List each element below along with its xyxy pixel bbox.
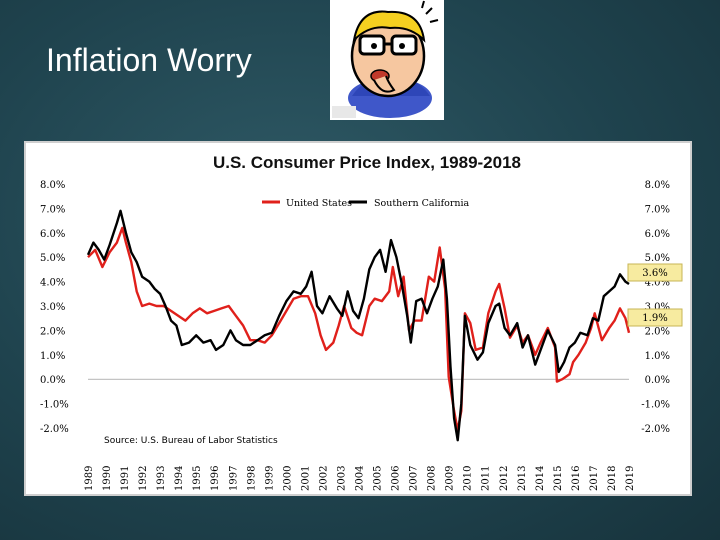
x-tick: 1989 [84, 466, 95, 491]
y-tick-left: 3.0% [40, 302, 65, 313]
x-tick: 1994 [174, 466, 185, 491]
callout-1-9: 1.9% [627, 308, 683, 327]
series-line-southern-california [86, 209, 630, 442]
callout-socal-value: 1.9% [642, 313, 667, 324]
callout-us-value: 3.6% [642, 268, 667, 279]
y-tick-left: 4.0% [40, 278, 65, 289]
y-tick-right: 4.0% [645, 278, 670, 289]
x-tick: 2006 [391, 466, 402, 491]
y-tick-right: 2.0% [645, 326, 670, 337]
y-tick-right: -2.0% [641, 424, 670, 435]
callout-3-6: 3.6% [627, 263, 683, 282]
chart-source: Source: U.S. Bureau of Labor Statistics [104, 436, 278, 446]
y-tick-left: 0.0% [40, 375, 65, 386]
x-tick: 2000 [282, 466, 293, 491]
x-tick: 2012 [499, 466, 510, 491]
y-tick-right: -1.0% [641, 400, 670, 411]
x-tick: 2010 [463, 466, 474, 491]
y-tick-right: 0.0% [645, 375, 670, 386]
worried-man-cartoon-icon [330, 0, 444, 120]
x-tick: 2003 [336, 466, 347, 491]
x-tick: 2005 [373, 466, 384, 491]
x-tick: 1992 [138, 466, 149, 491]
y-tick-left: 5.0% [40, 253, 65, 264]
x-tick: 2001 [300, 466, 311, 491]
x-tick: 1991 [120, 466, 131, 491]
x-tick: 2014 [535, 466, 546, 491]
x-tick: 1999 [264, 466, 275, 491]
y-tick-right: 8.0% [645, 180, 670, 191]
y-tick-left: 6.0% [40, 229, 65, 240]
y-tick-right: 7.0% [645, 204, 670, 215]
legend-label-southern-california: Southern California [374, 198, 470, 209]
y-tick-left: 8.0% [40, 180, 65, 191]
x-tick: 2011 [481, 466, 492, 491]
x-tick: 2009 [445, 466, 456, 491]
y-tick-left: -2.0% [40, 424, 69, 435]
y-tick-right: 6.0% [645, 229, 670, 240]
x-tick: 1998 [246, 466, 257, 491]
y-tick-left: 1.0% [40, 351, 65, 362]
y-tick-right: 3.0% [645, 302, 670, 313]
x-tick: 2002 [318, 466, 329, 491]
x-tick: 2015 [553, 466, 564, 491]
x-tick: 2008 [427, 466, 438, 491]
y-tick-left: -1.0% [40, 400, 69, 411]
x-tick: 2013 [517, 466, 528, 491]
x-tick: 2007 [409, 466, 420, 491]
x-tick: 2019 [625, 466, 636, 491]
x-tick: 1990 [102, 466, 113, 491]
cpi-chart-svg: U.S. Consumer Price Index, 1989-2018 8.0… [24, 141, 692, 496]
x-tick: 1995 [192, 466, 203, 491]
x-tick: 2017 [589, 466, 600, 491]
x-tick: 1996 [210, 466, 221, 491]
cpi-chart: U.S. Consumer Price Index, 1989-2018 8.0… [24, 141, 692, 496]
chart-legend: United States Southern California [254, 191, 470, 211]
x-tick: 1993 [156, 466, 167, 491]
x-tick: 2016 [571, 466, 582, 491]
y-tick-left: 2.0% [40, 326, 65, 337]
y-tick-left: 7.0% [40, 204, 65, 215]
x-tick: 2004 [355, 466, 366, 491]
chart-title: U.S. Consumer Price Index, 1989-2018 [213, 153, 521, 172]
slide-title: Inflation Worry [46, 42, 252, 78]
y-tick-right: 5.0% [645, 253, 670, 264]
x-tick: 2018 [607, 466, 618, 491]
y-tick-right: 1.0% [645, 351, 670, 362]
x-tick: 1997 [228, 466, 239, 491]
legend-label-united-states: United States [286, 198, 352, 209]
